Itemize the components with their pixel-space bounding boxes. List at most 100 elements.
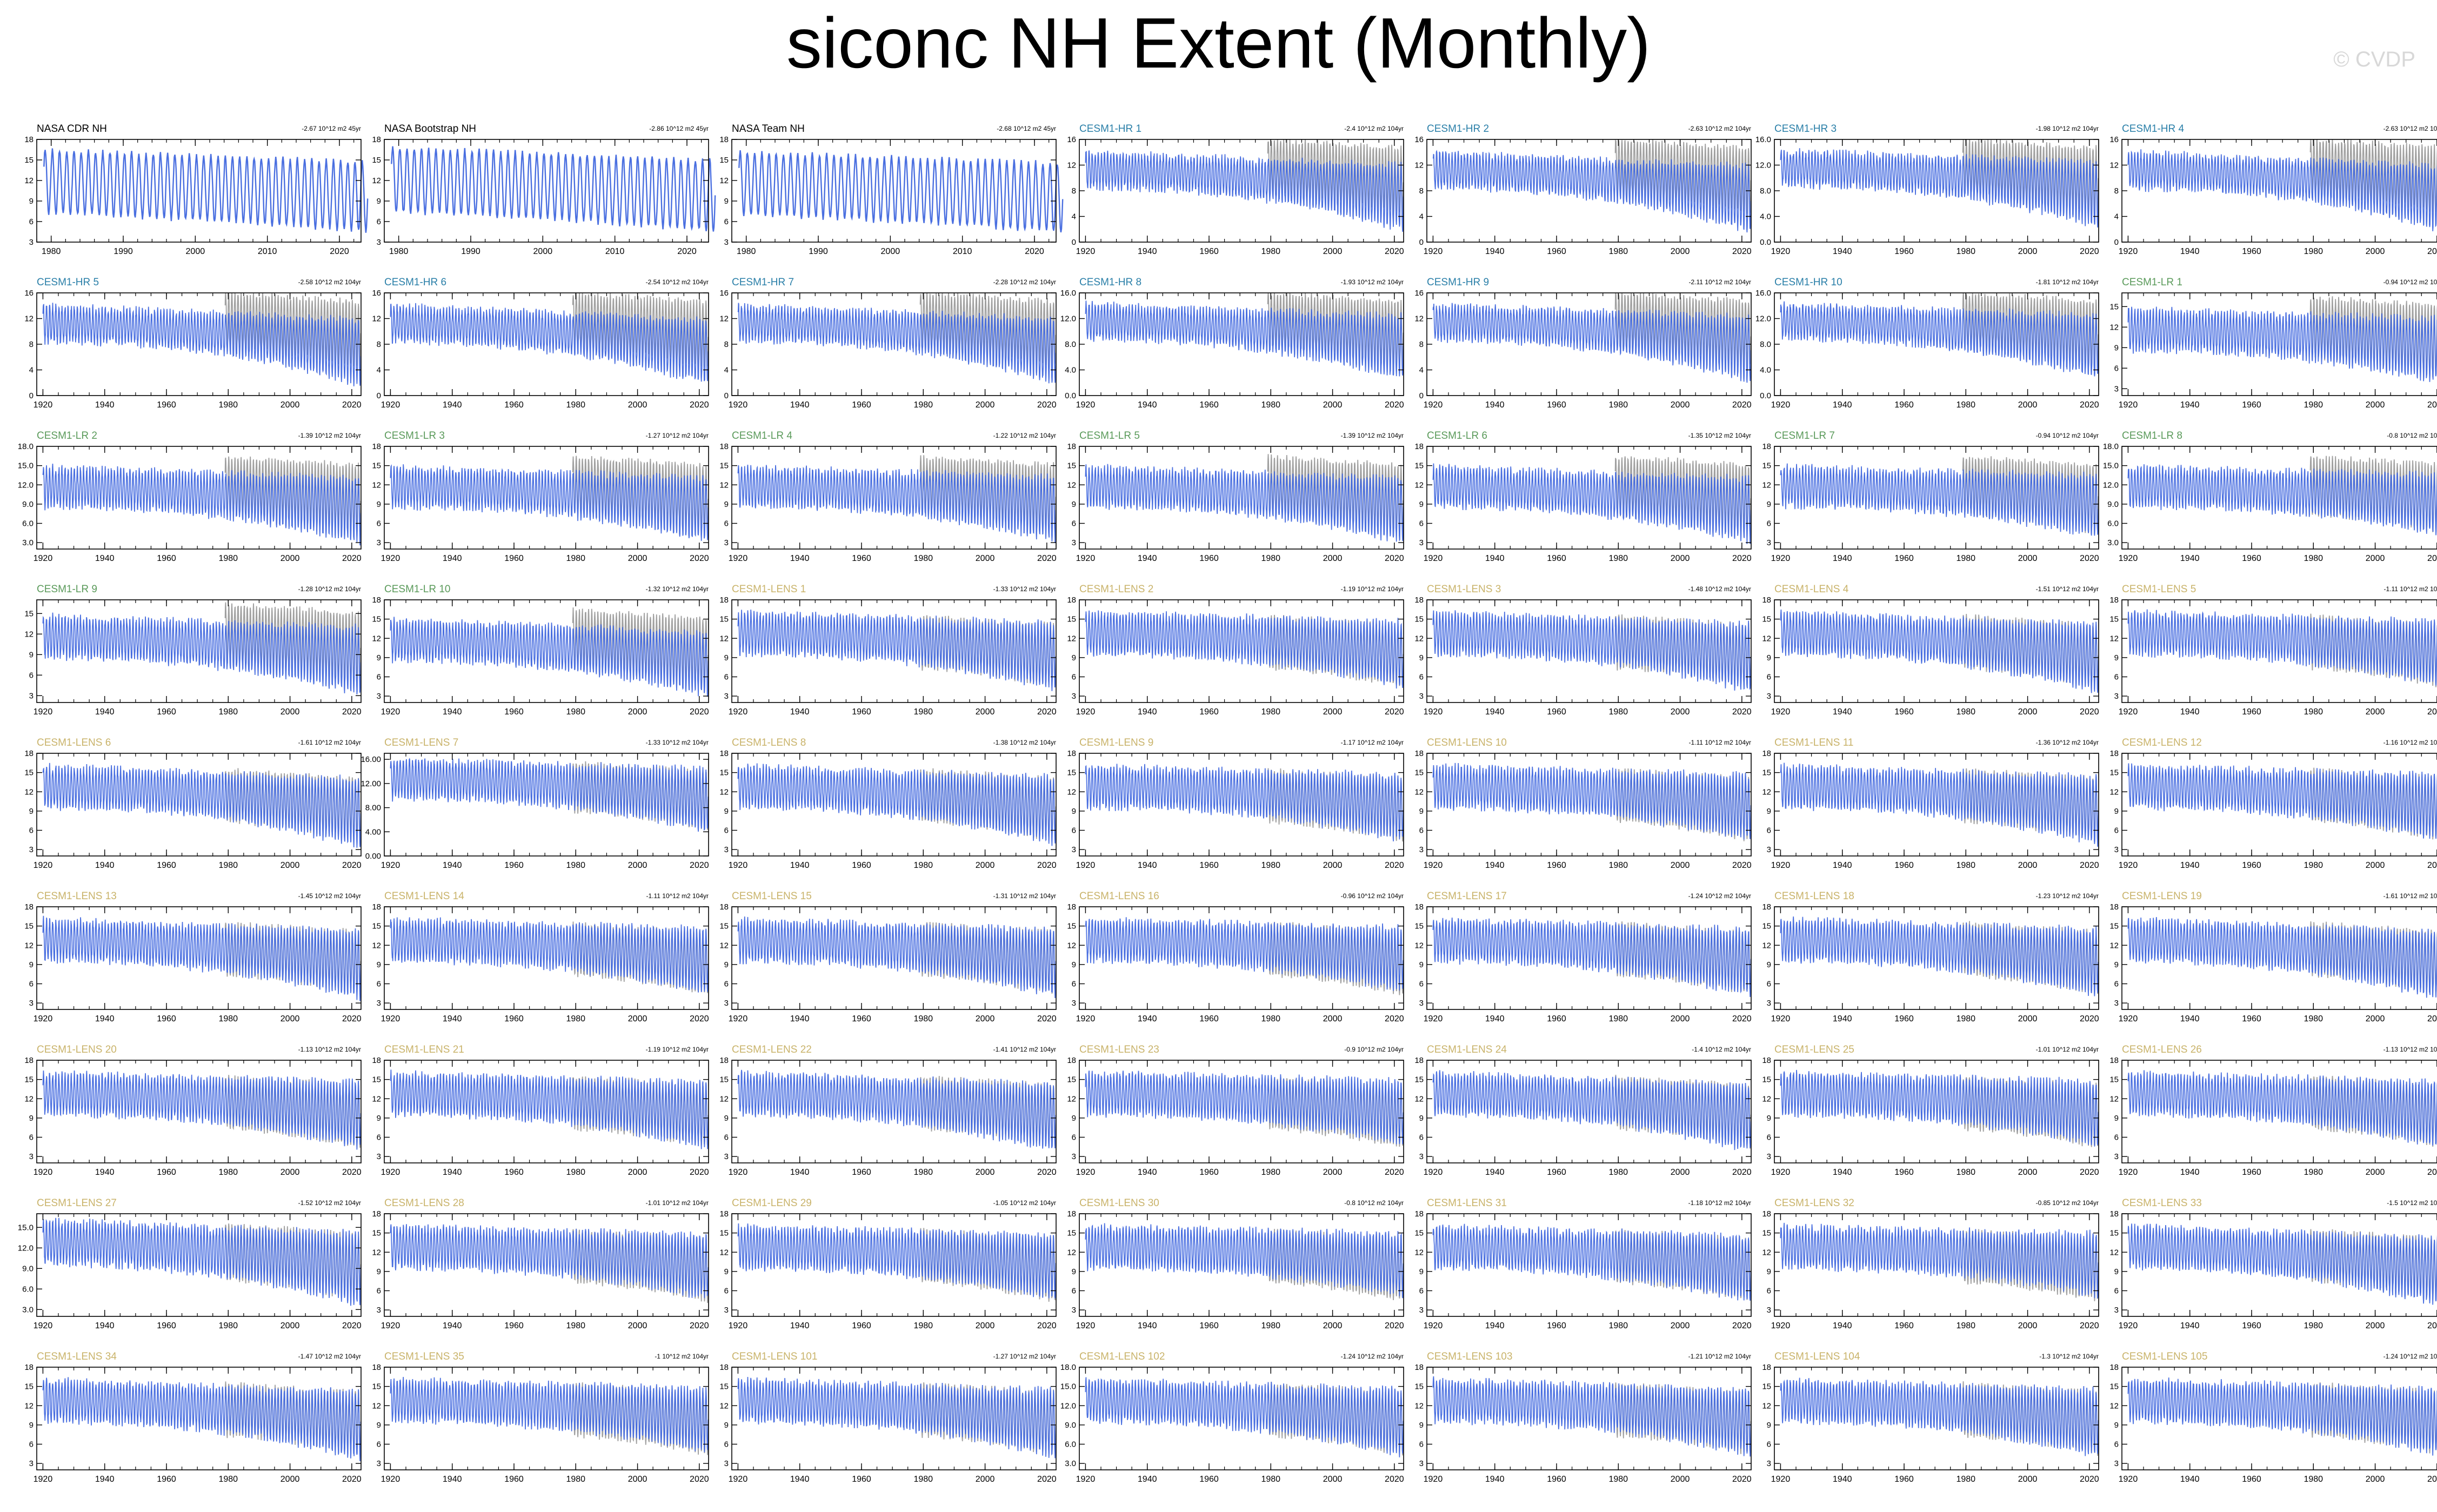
x-tick-label: 2000 xyxy=(2366,554,2385,563)
x-tick-label: 2000 xyxy=(976,861,995,870)
x-tick-label: 1920 xyxy=(1771,400,1791,410)
panel-title: CESM1-LENS 10 xyxy=(1427,737,1507,748)
x-tick-label: 2000 xyxy=(281,1321,300,1330)
y-tick-label: 3 xyxy=(724,999,729,1008)
chart-panel: CESM1-LR 4 -1.22 10^12 m2 104yr 1920 1940 19… xyxy=(719,430,1057,563)
chart-panel: CESM1-LENS 3 -1.48 10^12 m2 104yr 1920 1940… xyxy=(1414,584,1752,717)
x-tick-label: 1920 xyxy=(381,1168,400,1177)
x-tick-label: 1920 xyxy=(1771,1321,1791,1330)
x-tick-label: 2000 xyxy=(281,707,300,717)
x-tick-label: 2020 xyxy=(2427,1321,2437,1330)
chart-panel: CESM1-LR 6 -1.35 10^12 m2 104yr 1920 1940 19… xyxy=(1414,430,1752,563)
plot-frame xyxy=(36,1060,362,1163)
x-tick-label: 1940 xyxy=(95,1014,115,1023)
chart-panel: CESM1-LENS 17 -1.24 10^12 m2 104yr 1920 194… xyxy=(1414,891,1752,1023)
y-tick-label: 15 xyxy=(24,1382,34,1391)
y-tick-label: 12.0 xyxy=(18,1243,34,1253)
y-tick-label: 15 xyxy=(719,615,729,624)
x-tick-label: 1960 xyxy=(157,1321,176,1330)
chart-panel: NASA CDR NH -2.67 10^12 m2 45yr 1980 1990 20… xyxy=(24,123,369,256)
x-tick-label: 1920 xyxy=(1424,1321,1443,1330)
y-tick-label: 18 xyxy=(719,902,729,912)
y-tick-label: 6 xyxy=(724,1133,729,1142)
y-tick-label: 6 xyxy=(2114,364,2119,373)
trend-label: -1.48 10^12 m2 104yr xyxy=(1688,585,1751,593)
x-tick-label: 1920 xyxy=(729,554,748,563)
x-tick-label: 1960 xyxy=(2242,707,2261,717)
y-tick-label: 12.00 xyxy=(360,779,381,788)
x-tick-label: 2020 xyxy=(1037,1014,1057,1023)
y-tick-label: 18 xyxy=(24,749,34,758)
trend-label: -1.28 10^12 m2 104yr xyxy=(298,585,361,593)
x-tick-label: 1980 xyxy=(1956,247,1975,256)
plot-frame xyxy=(1774,753,2099,857)
trend-label: -1.24 10^12 m2 104yr xyxy=(1688,892,1751,900)
x-tick-label: 1980 xyxy=(42,247,61,256)
x-tick-label: 1980 xyxy=(1608,554,1628,563)
x-tick-label: 1980 xyxy=(566,1014,585,1023)
y-tick-label: 12 xyxy=(372,941,381,950)
x-tick-label: 1940 xyxy=(790,861,810,870)
x-tick-label: 1960 xyxy=(504,400,524,410)
trend-label: -1.47 10^12 m2 104yr xyxy=(298,1353,361,1360)
trend-label: -1.31 10^12 m2 104yr xyxy=(993,892,1056,900)
chart-panel: CESM1-LENS 20 -1.13 10^12 m2 104yr 1920 194… xyxy=(24,1044,362,1177)
data-line xyxy=(390,758,709,832)
x-tick-label: 2020 xyxy=(1732,554,1752,563)
data-line xyxy=(2127,763,2437,839)
y-tick-label: 15 xyxy=(24,609,34,618)
y-tick-label: 4 xyxy=(724,366,729,375)
panel-title: CESM1-LENS 14 xyxy=(384,891,464,902)
y-tick-label: 6 xyxy=(724,217,729,226)
x-tick-label: 1940 xyxy=(95,400,115,410)
y-tick-label: 3 xyxy=(377,538,381,547)
x-tick-label: 2000 xyxy=(2366,400,2385,410)
y-tick-label: 9 xyxy=(29,960,34,969)
y-tick-label: 15.0 xyxy=(1060,1382,1076,1391)
x-tick-label: 1920 xyxy=(2119,861,2138,870)
y-tick-label: 3 xyxy=(29,238,34,247)
trend-label: -1.13 10^12 m2 104yr xyxy=(2383,1046,2437,1053)
y-tick-label: 12 xyxy=(372,1401,381,1410)
x-tick-label: 1980 xyxy=(913,861,933,870)
y-tick-label: 15 xyxy=(24,922,34,931)
x-tick-label: 2000 xyxy=(628,1168,647,1177)
x-tick-label: 2000 xyxy=(2366,861,2385,870)
x-tick-label: 2020 xyxy=(342,707,362,717)
x-tick-label: 1980 xyxy=(1956,400,1975,410)
y-tick-label: 6 xyxy=(2114,673,2119,682)
chart-panel: CESM1-LENS 10 -1.11 10^12 m2 104yr 1920 194… xyxy=(1414,737,1752,870)
y-tick-label: 9 xyxy=(1767,1114,1771,1123)
panel-title: CESM1-LENS 2 xyxy=(1079,584,1153,595)
y-tick-label: 9 xyxy=(377,960,381,969)
x-tick-label: 2020 xyxy=(690,554,709,563)
y-tick-label: 3 xyxy=(1767,538,1771,547)
y-tick-label: 12 xyxy=(372,315,381,324)
y-tick-label: 6 xyxy=(724,826,729,835)
y-tick-label: 18 xyxy=(372,442,381,451)
trend-label: -1.24 10^12 m2 104yr xyxy=(1341,1353,1404,1360)
y-tick-label: 16.00 xyxy=(360,755,381,764)
data-line xyxy=(1085,464,1404,542)
x-tick-label: 1920 xyxy=(1771,1168,1791,1177)
x-tick-label: 1920 xyxy=(1424,861,1443,870)
x-tick-label: 1940 xyxy=(2180,1168,2200,1177)
x-tick-label: 2020 xyxy=(342,861,362,870)
y-tick-label: 9 xyxy=(1419,1267,1424,1276)
chart-panel: CESM1-LENS 28 -1.01 10^12 m2 104yr 1920 194… xyxy=(372,1197,709,1330)
y-tick-label: 6 xyxy=(724,1440,729,1449)
x-tick-label: 2020 xyxy=(690,861,709,870)
plot-frame xyxy=(731,599,1057,703)
y-tick-label: 9 xyxy=(1419,960,1424,969)
y-tick-label: 9 xyxy=(1072,500,1076,509)
y-tick-label: 6 xyxy=(2114,826,2119,835)
x-tick-label: 2000 xyxy=(1323,1014,1343,1023)
x-tick-label: 1940 xyxy=(1833,1168,1852,1177)
y-tick-label: 9 xyxy=(724,1421,729,1430)
plot-frame xyxy=(2121,292,2437,396)
x-tick-label: 1920 xyxy=(381,1475,400,1484)
y-tick-label: 18 xyxy=(2109,902,2119,912)
y-tick-label: 15 xyxy=(372,1229,381,1238)
y-tick-label: 3 xyxy=(724,845,729,854)
y-tick-label: 4.00 xyxy=(365,827,381,837)
